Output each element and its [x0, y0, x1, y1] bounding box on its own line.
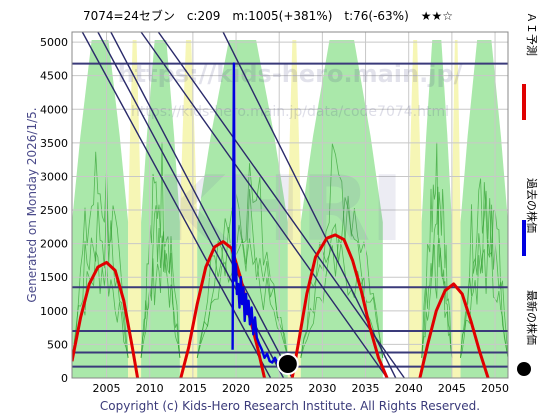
- legend-ai-prediction: ＡＩ予測: [522, 12, 539, 120]
- noise-line-1-0: [140, 235, 181, 358]
- x-axis-ticks: 2005 2010 2015 2020 2025 2030 2035 2040 2045 2050: [93, 382, 510, 395]
- x-tick-label-2040: 2040: [395, 382, 423, 395]
- noise-line-0-2: [72, 151, 129, 358]
- x-tick-label-2030: 2030: [308, 382, 336, 395]
- plot-border: [71, 31, 509, 379]
- latest-marker: [276, 352, 299, 375]
- x-tick-label-2010: 2010: [136, 382, 164, 395]
- y-axis-ticks: 0 500 1000 1500 2000 2500 3000 3500 4000 4500 5000: [40, 36, 68, 385]
- y-tick-label-5000: 5000: [40, 36, 68, 49]
- trend-line-0: [81, 32, 272, 378]
- band-10: [460, 40, 508, 378]
- x-tick-label-2020: 2020: [222, 382, 250, 395]
- legend: ＡＩ予測 過去の株価 最新の株価: [517, 12, 539, 376]
- legend-past-price: 過去の株価: [522, 178, 539, 256]
- x-tick-label-2005: 2005: [93, 382, 121, 395]
- grid: [72, 32, 508, 378]
- x-tick-label-2025: 2025: [265, 382, 293, 395]
- generated-date-label: Generated on Monday 2026/1/5.: [25, 107, 39, 302]
- x-tick-label-2035: 2035: [352, 382, 380, 395]
- legend-ai-prediction-label: ＡＩ予測: [525, 12, 539, 56]
- past-price-line-0: [231, 62, 285, 366]
- latest-price-dot: [276, 352, 299, 375]
- noise-line-4-1: [421, 186, 453, 358]
- band-1: [128, 40, 142, 378]
- ai-prediction-line-0: [72, 260, 140, 378]
- band-9: [451, 40, 461, 378]
- noise-line-5-1: [460, 182, 508, 358]
- noise-line-4-0: [421, 238, 453, 358]
- legend-ai-prediction-swatch: [522, 84, 526, 120]
- y-tick-label-2000: 2000: [40, 238, 68, 251]
- horizontal-levels: [72, 62, 508, 368]
- ai-prediction-line-2: [290, 233, 389, 378]
- legend-past-price-swatch: [522, 220, 526, 256]
- watermark-url-page: https://kids-hero.main.jp/data/code7074.…: [131, 104, 449, 120]
- noise-line-0-1: [72, 198, 129, 358]
- trend-line-3: [140, 32, 388, 378]
- legend-latest-price: 最新の株価: [517, 290, 539, 376]
- copyright-footer: Copyright (c) Kids-Hero Research Institu…: [100, 399, 480, 413]
- y-tick-label-3500: 3500: [40, 137, 68, 150]
- watermark-url: https://kids-hero.main.jp/: [118, 60, 463, 88]
- y-tick-label-1000: 1000: [40, 305, 68, 318]
- x-tick-label-2015: 2015: [179, 382, 207, 395]
- ai-prediction-line-3: [418, 282, 490, 378]
- noise-line-5-2: [460, 178, 508, 358]
- series: [72, 62, 490, 378]
- chart-title: 7074=24セブン c:209 m:1005(+381%) t:76(-63%…: [83, 8, 453, 23]
- y-tick-label-3000: 3000: [40, 170, 68, 183]
- noise-line-1-2: [140, 141, 181, 358]
- noise-line-3-1: [300, 197, 384, 358]
- legend-latest-price-label: 最新の株価: [525, 290, 539, 345]
- band-5: [287, 40, 301, 378]
- trend-line-2: [110, 32, 293, 378]
- y-tick-label-0: 0: [61, 372, 68, 385]
- legend-past-price-label: 過去の株価: [525, 178, 539, 233]
- noise-line-1-1: [140, 205, 181, 358]
- y-tick-label-4500: 4500: [40, 70, 68, 83]
- noise-line-5-0: [460, 239, 508, 358]
- legend-latest-price-dot: [517, 362, 531, 376]
- x-tick-label-2045: 2045: [438, 382, 466, 395]
- x-tick-label-2050: 2050: [481, 382, 509, 395]
- y-tick-label-1500: 1500: [40, 271, 68, 284]
- y-tick-label-2500: 2500: [40, 204, 68, 217]
- y-tick-label-500: 500: [47, 338, 68, 351]
- trend-line-4: [157, 32, 405, 378]
- noise-line-3-2: [300, 143, 384, 358]
- band-7: [408, 40, 422, 378]
- y-tick-label-4000: 4000: [40, 103, 68, 116]
- noise-line-4-2: [421, 142, 453, 358]
